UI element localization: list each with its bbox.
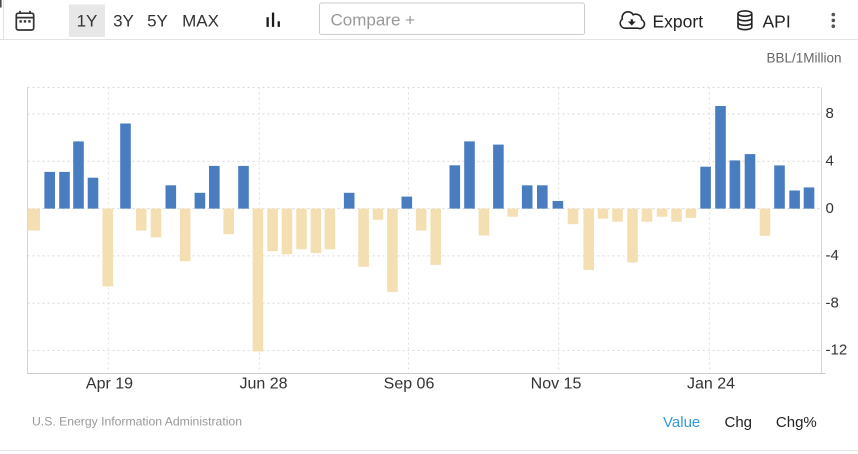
svg-text:1Y: 1Y — [77, 12, 98, 31]
svg-text:0: 0 — [826, 200, 834, 217]
svg-text:API: API — [763, 11, 791, 31]
svg-text:Jun 28: Jun 28 — [239, 376, 287, 393]
svg-text:-12: -12 — [826, 342, 848, 359]
svg-text:8: 8 — [826, 105, 834, 122]
svg-text:U.S. Energy Information Admini: U.S. Energy Information Administration — [32, 414, 242, 428]
svg-text:Chg%: Chg% — [776, 414, 817, 431]
svg-text:5Y: 5Y — [147, 12, 168, 31]
svg-text:Compare +: Compare + — [331, 11, 416, 30]
svg-text:Chg: Chg — [725, 414, 753, 431]
svg-text:Jan 24: Jan 24 — [687, 376, 735, 393]
svg-text:3Y: 3Y — [113, 12, 134, 31]
svg-text:Nov 15: Nov 15 — [531, 376, 582, 393]
svg-text:4: 4 — [826, 153, 834, 170]
svg-text:Export: Export — [653, 11, 704, 31]
svg-text:Apr 19: Apr 19 — [86, 376, 133, 393]
svg-text:Value: Value — [663, 414, 700, 431]
svg-text:MAX: MAX — [182, 12, 219, 31]
svg-text:-8: -8 — [826, 294, 839, 311]
svg-text:Sep 06: Sep 06 — [384, 376, 435, 393]
svg-text:BBL/1Million: BBL/1Million — [766, 51, 841, 66]
svg-text:-4: -4 — [826, 247, 839, 264]
